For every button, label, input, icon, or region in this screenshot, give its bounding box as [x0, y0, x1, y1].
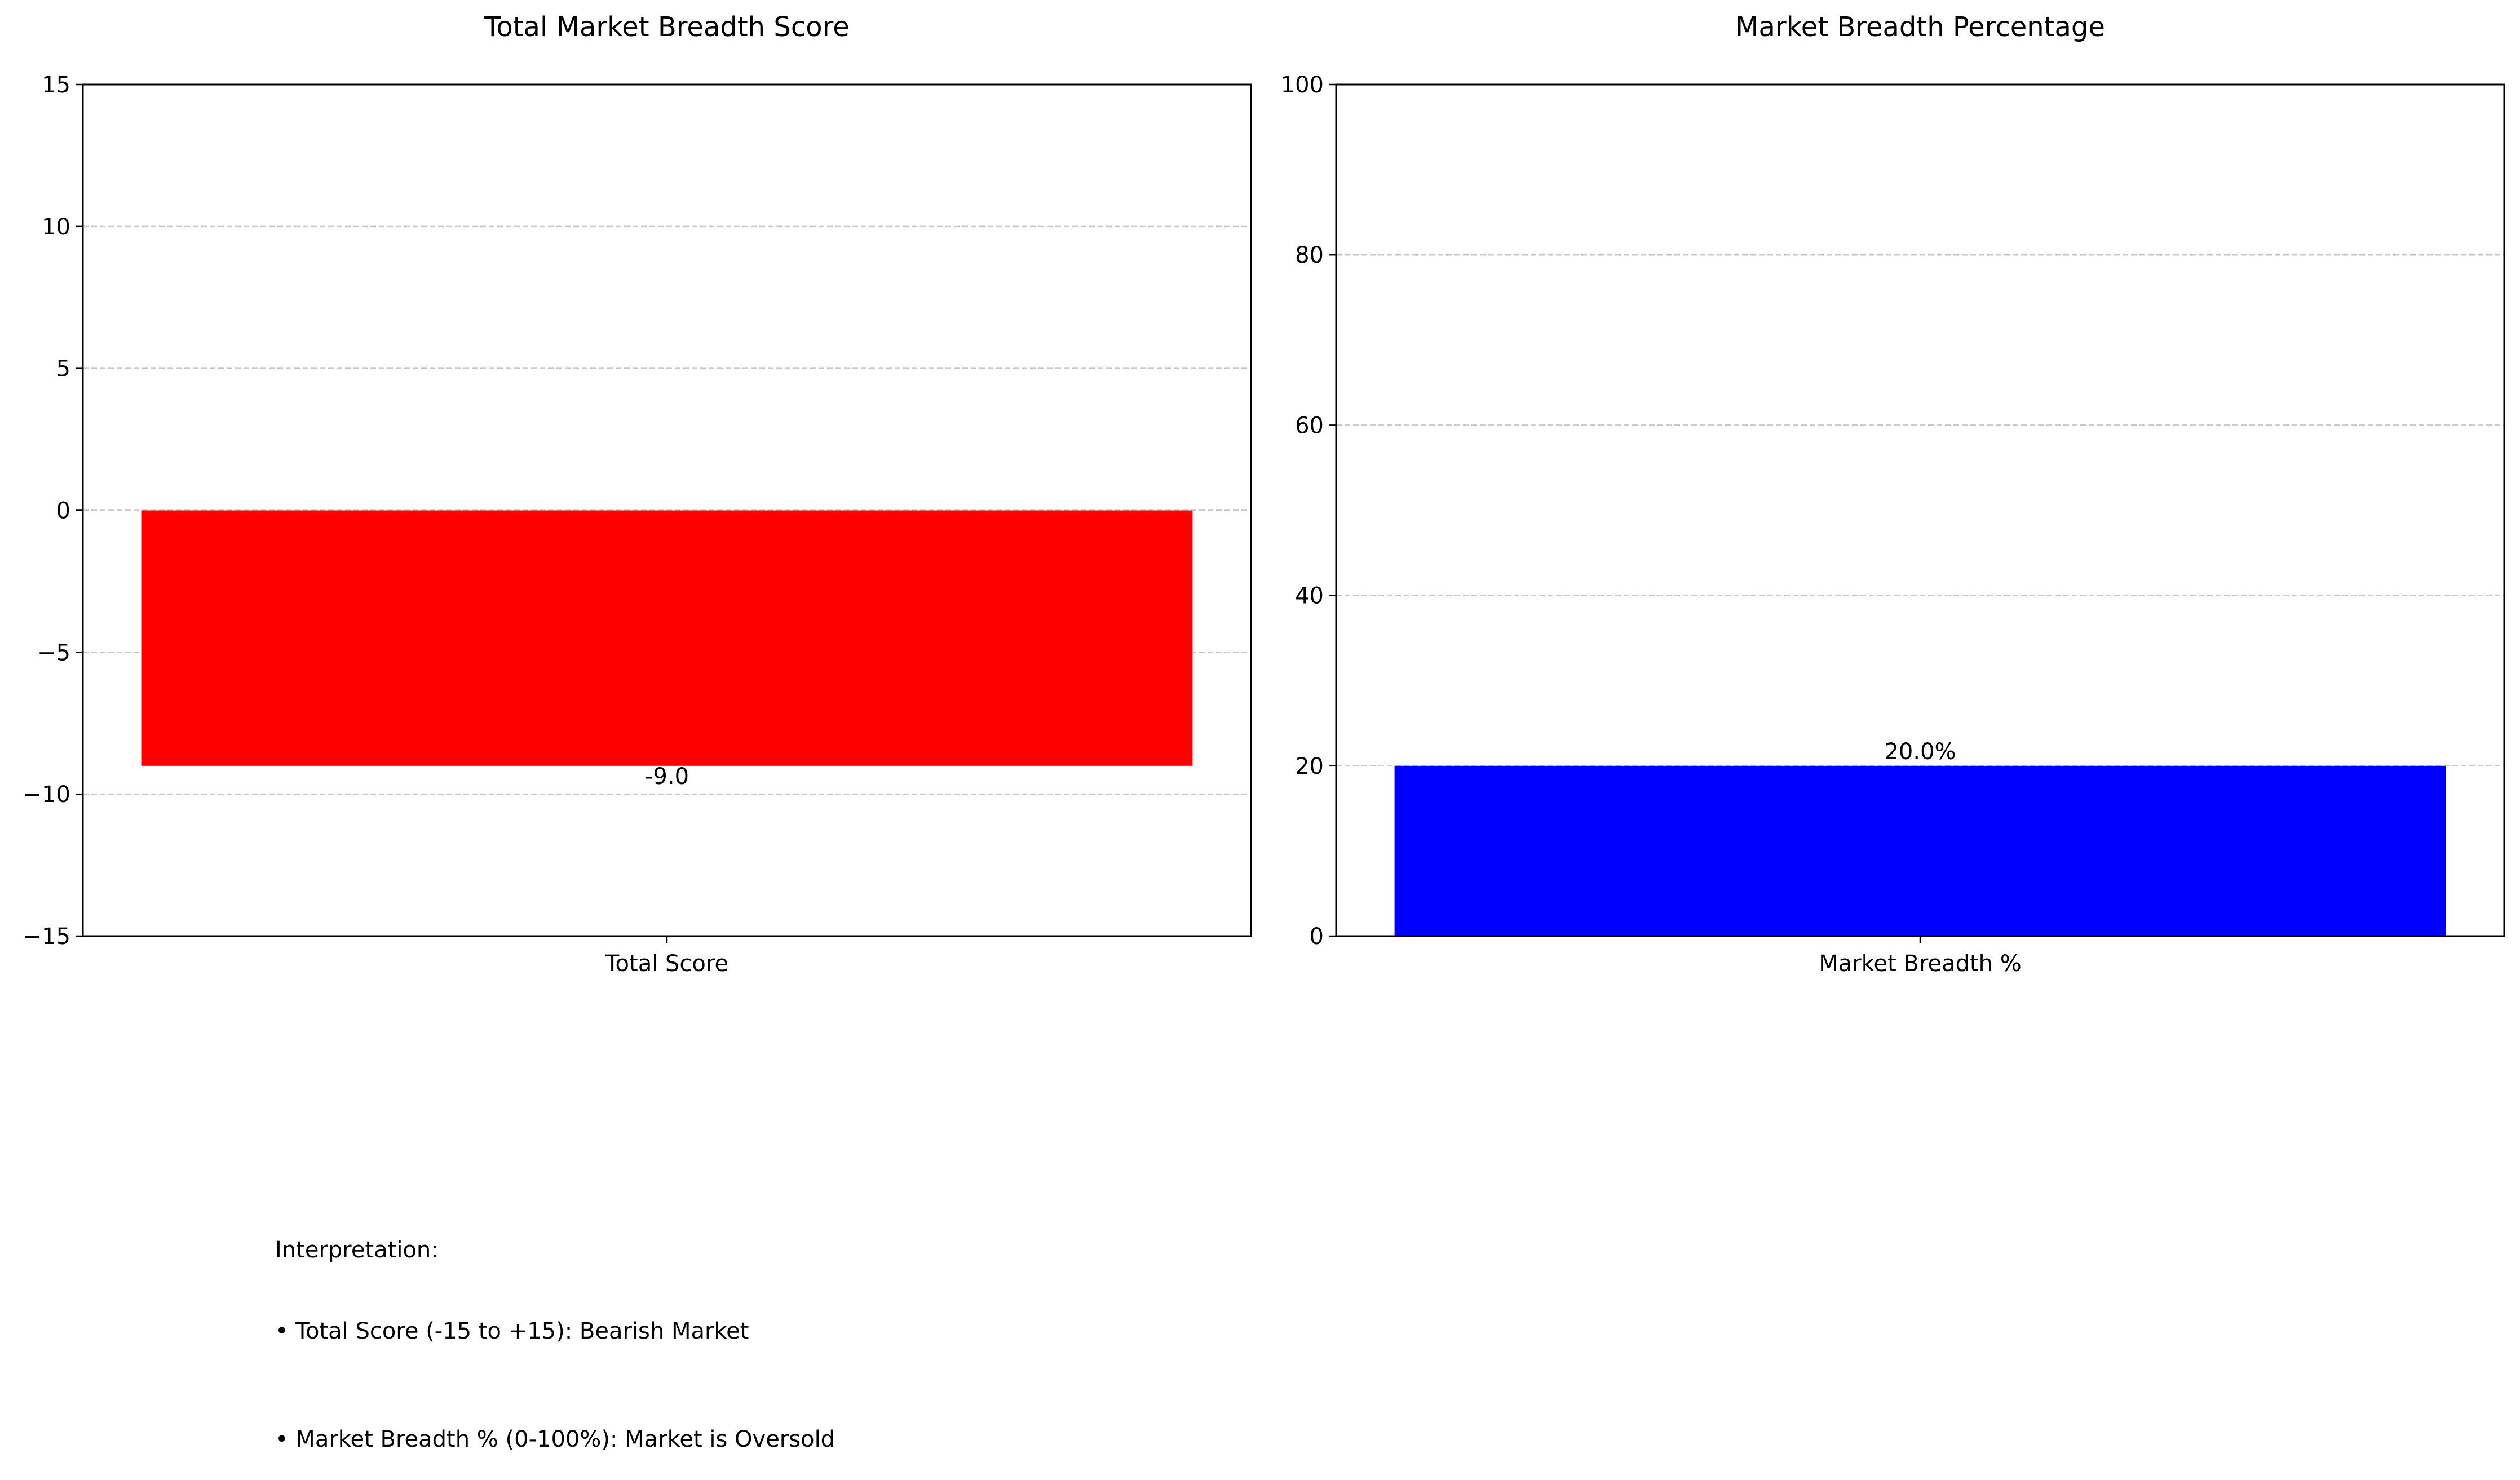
y-tick-label: 80	[1295, 242, 1324, 268]
y-tick-label: −10	[23, 782, 70, 808]
chart-panel-breadth-percentage: Market Breadth Percentage 20.0% Market Bre…	[1281, 11, 2505, 977]
axes-frame	[1335, 83, 2505, 937]
y-tick-label: 10	[42, 214, 70, 240]
x-tick-label: Total Score	[605, 951, 728, 977]
y-tick-label: 100	[1281, 72, 1324, 98]
interpretation-notes: Interpretation: • Total Score (-15 to +1…	[275, 1182, 835, 1480]
y-tick-label: −15	[23, 924, 70, 950]
chart-title: Market Breadth Percentage	[1735, 11, 2105, 43]
bar-value-label: -9.0	[645, 764, 689, 790]
y-tick-label: 5	[56, 356, 70, 382]
y-tick-label: 0	[56, 498, 70, 524]
interpretation-total-score: • Total Score (-15 to +15): Bearish Mark…	[275, 1318, 749, 1344]
y-tick-label: −5	[37, 640, 70, 666]
y-tick-label: 40	[1295, 583, 1324, 609]
chart-title: Total Market Breadth Score	[484, 11, 850, 43]
bar-total-score	[141, 510, 1193, 766]
bar-value-label: 20.0%	[1884, 739, 1956, 765]
figure-canvas: Total Market Breadth Score -9.0 Total Scor…	[23, 11, 2505, 977]
y-tick-label: 20	[1295, 754, 1324, 779]
x-tick-label: Market Breadth %	[1819, 951, 2022, 977]
bar-market-breadth	[1394, 765, 2446, 936]
y-tick-label: 15	[42, 72, 70, 98]
y-tick-label: 0	[1310, 924, 1324, 950]
interpretation-breadth-percentage: • Market Breadth % (0-100%): Market is O…	[275, 1426, 835, 1452]
y-tick-label: 60	[1295, 413, 1324, 438]
chart-panel-total-score: Total Market Breadth Score -9.0 Total Scor…	[23, 11, 1252, 977]
interpretation-heading: Interpretation:	[275, 1237, 439, 1263]
